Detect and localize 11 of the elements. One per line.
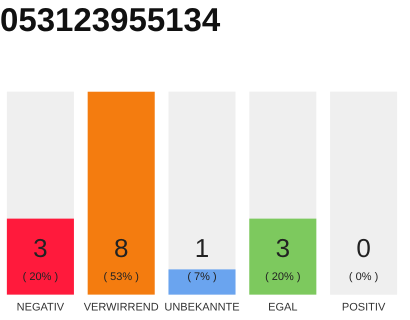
x-tick-label: UNBEKANNTE [164,301,240,314]
chart-title: 053123955134 [0,0,221,38]
x-tick-label: VERWIRREND [84,301,159,314]
x-tick-label: EGAL [268,301,298,314]
x-tick-label: POSITIV [342,301,386,314]
data-label: 3 ( 20% ) [265,232,301,283]
data-label: 3 ( 20% ) [22,232,58,283]
data-label: 0 ( 0% ) [348,232,378,283]
data-label: 8 ( 53% ) [103,232,139,283]
x-tick-label: NEGATIV [16,301,65,314]
data-label: 1 ( 7% ) [187,232,217,283]
